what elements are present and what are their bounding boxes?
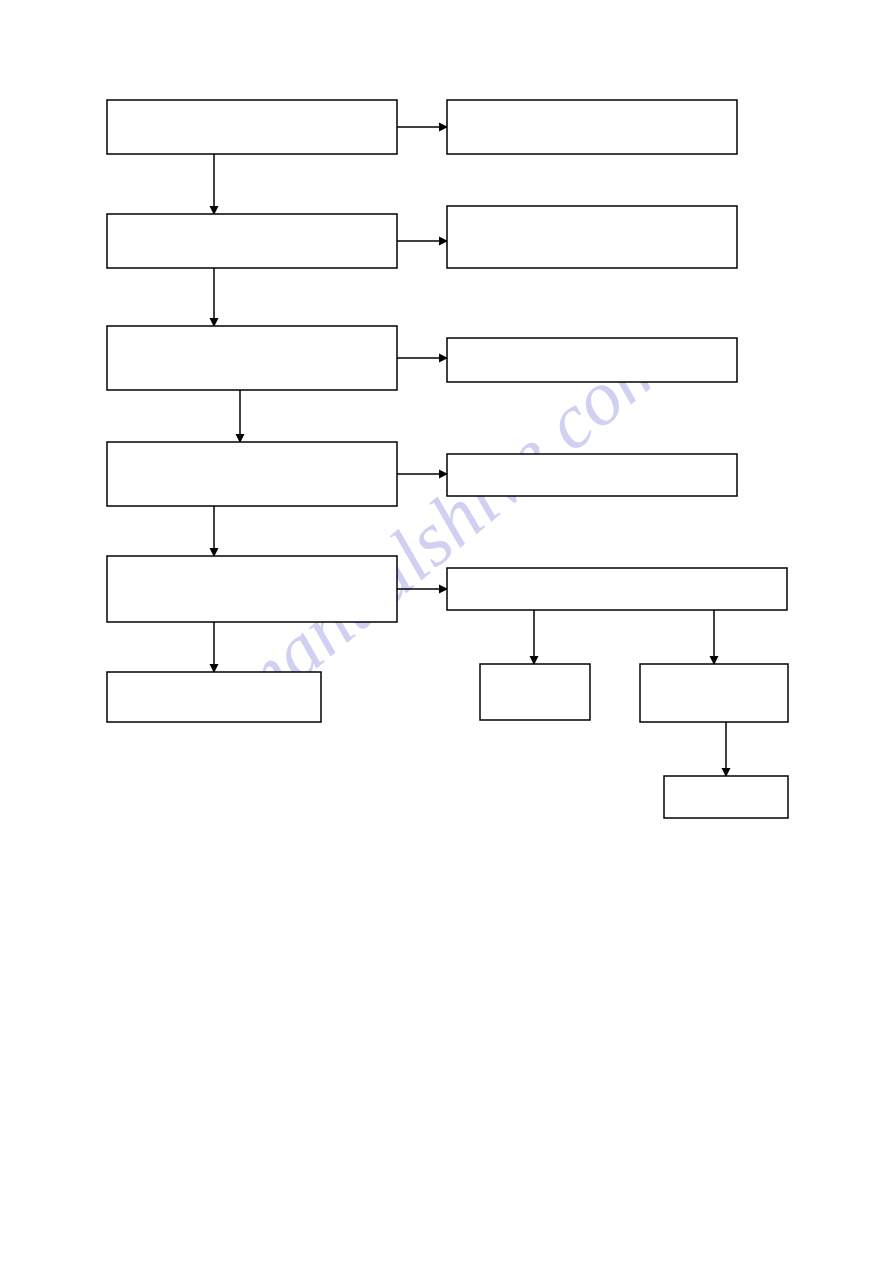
flow-node [664, 776, 788, 818]
flow-node [107, 442, 397, 506]
flow-node [107, 556, 397, 622]
flow-node [107, 100, 397, 154]
flow-node [480, 664, 590, 720]
flow-node [447, 338, 737, 382]
flow-node [640, 664, 788, 722]
flow-node [447, 568, 787, 610]
flow-node [107, 214, 397, 268]
flowchart-diagram [0, 0, 893, 1263]
flow-node [447, 100, 737, 154]
flow-node [107, 326, 397, 390]
flow-node [447, 206, 737, 268]
flow-node [447, 454, 737, 496]
flow-node [107, 672, 321, 722]
